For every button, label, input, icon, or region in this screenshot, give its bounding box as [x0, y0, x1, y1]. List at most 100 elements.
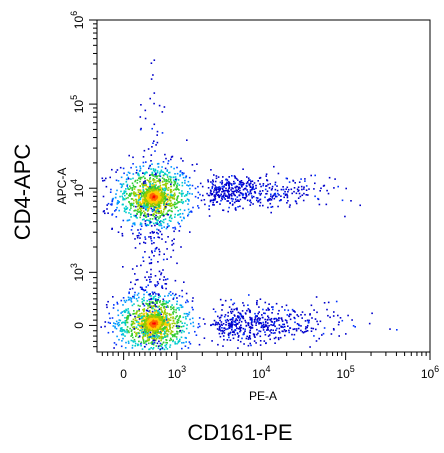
- event-dot: [133, 214, 135, 217]
- event-dot: [144, 335, 147, 337]
- event-dot: [142, 335, 145, 338]
- event-dot: [121, 314, 124, 317]
- event-dot: [135, 209, 137, 212]
- y-tick-label: 106: [69, 11, 86, 29]
- event-dot: [208, 194, 211, 197]
- event-dot: [157, 229, 160, 231]
- event-dot: [115, 216, 118, 218]
- event-dot: [161, 132, 164, 134]
- event-dot: [120, 299, 123, 302]
- event-dot: [256, 300, 258, 302]
- event-dot: [166, 169, 169, 171]
- event-dot: [162, 322, 165, 324]
- event-dot: [289, 318, 292, 321]
- event-dot: [306, 330, 309, 332]
- event-dot: [153, 202, 155, 205]
- event-dot: [260, 326, 263, 329]
- event-dot: [294, 311, 296, 313]
- event-dot: [266, 199, 269, 201]
- event-dot: [128, 313, 131, 315]
- event-dot: [134, 193, 137, 195]
- event-dot: [265, 193, 267, 195]
- event-dot: [109, 191, 112, 193]
- event-dot: [118, 201, 120, 203]
- event-dot: [138, 332, 141, 335]
- event-dot: [247, 304, 249, 306]
- event-dot: [221, 332, 223, 335]
- event-dot: [174, 207, 177, 209]
- event-dot: [179, 175, 181, 177]
- event-dot: [124, 317, 126, 319]
- event-dot: [269, 183, 271, 185]
- event-dot: [282, 188, 285, 191]
- event-dot: [161, 322, 163, 325]
- event-dot: [128, 314, 130, 317]
- event-dot: [232, 337, 235, 340]
- event-dot: [137, 208, 139, 211]
- event-dot: [159, 187, 162, 189]
- event-dot: [161, 171, 163, 173]
- event-dot: [147, 215, 150, 217]
- event-dot: [242, 315, 244, 318]
- event-dot: [176, 315, 178, 317]
- event-dot: [154, 211, 157, 213]
- event-dot: [126, 316, 128, 319]
- event-dot: [170, 181, 173, 184]
- event-dot: [266, 179, 269, 182]
- event-dot: [235, 323, 237, 326]
- event-dot: [174, 194, 176, 196]
- event-dot: [154, 298, 157, 300]
- event-dot: [165, 179, 168, 181]
- event-dot: [207, 180, 210, 183]
- event-dot: [152, 343, 155, 346]
- event-dot: [257, 320, 259, 323]
- event-dot: [135, 279, 138, 281]
- event-dot: [148, 180, 150, 182]
- event-dot: [149, 177, 152, 179]
- event-dot: [139, 329, 141, 332]
- event-dot: [144, 325, 146, 328]
- event-dot: [181, 219, 183, 222]
- event-dot: [163, 202, 165, 205]
- event-dot: [285, 320, 288, 322]
- event-dot: [227, 311, 229, 314]
- event-dot: [172, 319, 175, 322]
- event-dot: [339, 317, 342, 319]
- event-dot: [167, 236, 169, 238]
- event-dot: [120, 312, 122, 314]
- event-dot: [146, 330, 148, 332]
- event-dot: [144, 199, 147, 202]
- event-dot: [172, 339, 174, 342]
- event-dot: [159, 312, 162, 314]
- event-dot: [177, 195, 180, 197]
- event-dot: [211, 186, 214, 188]
- event-dot: [155, 207, 157, 210]
- event-dot: [218, 327, 221, 329]
- event-dot: [218, 317, 221, 319]
- event-dot: [242, 196, 244, 199]
- event-dot: [165, 201, 168, 204]
- event-dot: [134, 345, 136, 347]
- event-dot: [171, 304, 173, 306]
- event-dot: [134, 315, 136, 318]
- event-dot: [152, 329, 154, 332]
- event-dot: [152, 319, 154, 321]
- event-dot: [155, 335, 157, 337]
- event-dot: [155, 210, 157, 212]
- event-dot: [182, 216, 185, 219]
- event-dot: [170, 214, 172, 217]
- event-dot: [138, 197, 140, 199]
- event-dot: [247, 308, 250, 310]
- event-dot: [180, 157, 182, 160]
- event-dot: [149, 329, 151, 332]
- event-dot: [179, 315, 181, 317]
- event-dot: [168, 171, 171, 174]
- event-dot: [256, 319, 258, 321]
- event-dot: [226, 197, 229, 199]
- event-dot: [187, 208, 190, 211]
- event-dot: [154, 284, 156, 286]
- event-dot: [250, 322, 253, 324]
- event-dot: [180, 336, 183, 339]
- event-dot: [150, 62, 153, 64]
- event-dot: [296, 323, 299, 325]
